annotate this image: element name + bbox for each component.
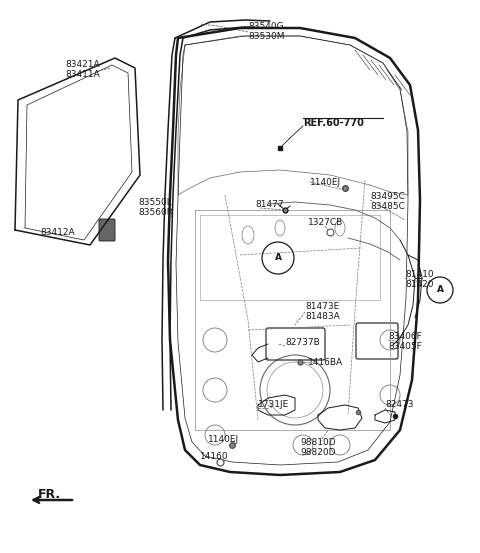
Text: A: A <box>436 285 444 295</box>
Text: 83412A: 83412A <box>40 228 74 237</box>
Text: 81473E
81483A: 81473E 81483A <box>305 302 340 321</box>
Text: 81477: 81477 <box>255 200 284 209</box>
Text: 14160: 14160 <box>200 452 228 461</box>
Text: REF.60-770: REF.60-770 <box>303 118 364 128</box>
Text: 83550L
83560R: 83550L 83560R <box>138 198 173 217</box>
Text: FR.: FR. <box>38 488 61 501</box>
Text: 82473: 82473 <box>385 400 413 409</box>
Text: 82737B: 82737B <box>285 338 320 347</box>
Text: 98810D
98820D: 98810D 98820D <box>300 438 336 457</box>
Text: 1416BA: 1416BA <box>308 358 343 367</box>
Text: 1140EJ: 1140EJ <box>208 435 239 444</box>
Text: A: A <box>275 253 281 263</box>
Text: 81410
81420: 81410 81420 <box>405 270 433 289</box>
FancyBboxPatch shape <box>99 219 115 241</box>
Text: 1731JE: 1731JE <box>258 400 289 409</box>
Text: 1140EJ: 1140EJ <box>310 178 341 187</box>
Text: 83495C
83485C: 83495C 83485C <box>370 192 405 211</box>
Text: 83406F
83405F: 83406F 83405F <box>388 332 422 351</box>
Text: 83540G
83530M: 83540G 83530M <box>248 22 285 41</box>
Text: 1327CB: 1327CB <box>308 218 343 227</box>
Text: 83421A
83411A: 83421A 83411A <box>65 60 100 80</box>
